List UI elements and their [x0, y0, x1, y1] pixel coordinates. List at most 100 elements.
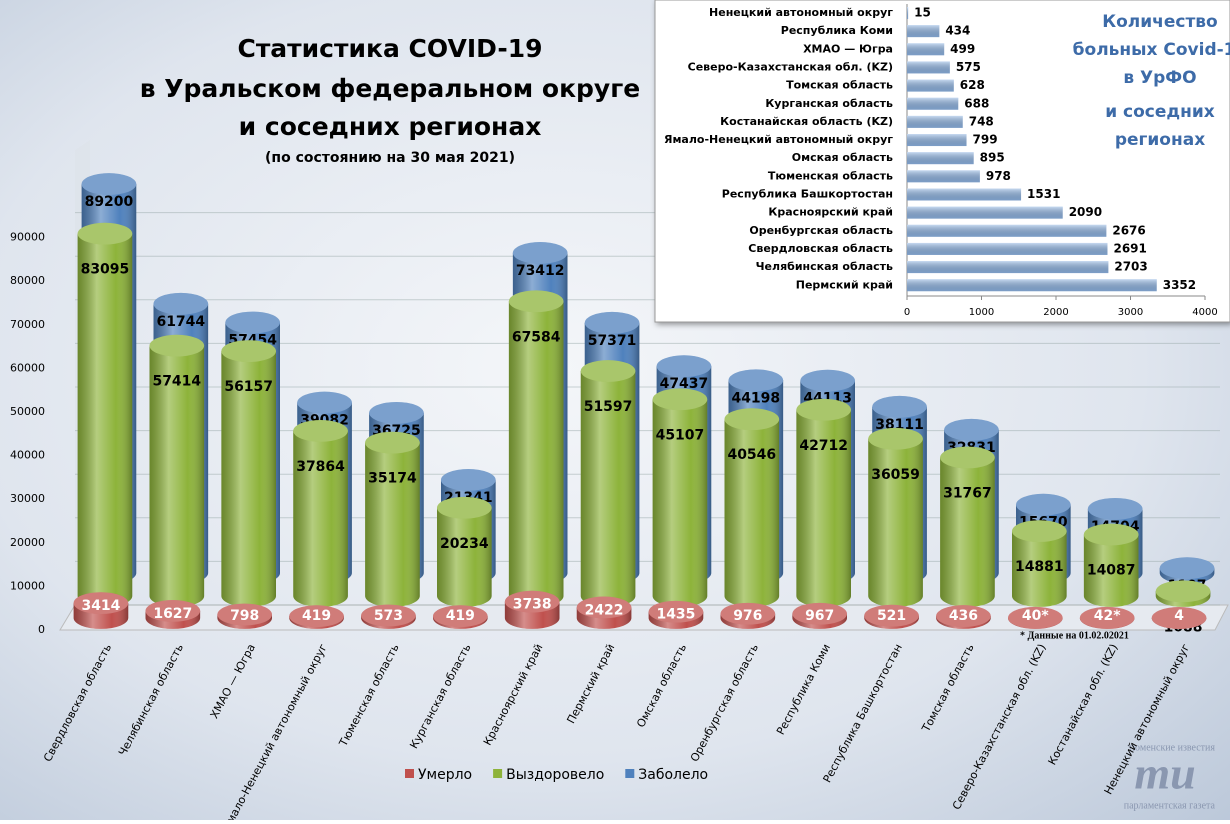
cylinder-shine [796, 409, 851, 607]
inset-title-line: в УрФО [1123, 68, 1196, 88]
y-tick-label: Северо-Казахстанская обл. (KZ) [688, 60, 893, 73]
cylinder-top [584, 311, 640, 334]
value-label: 40* [1022, 608, 1049, 624]
cylinder-top [724, 408, 780, 431]
cylinder-shine [1012, 531, 1067, 607]
floor [59, 604, 1229, 631]
value-label: 521 [877, 608, 906, 624]
cylinder-top [369, 401, 424, 424]
legend-swatch [493, 769, 503, 778]
y-tick-label: 20000 [10, 536, 45, 549]
cylinder [361, 604, 416, 629]
cylinder-top-shine [293, 419, 348, 442]
cylinder [580, 360, 636, 607]
cylinder-top [864, 604, 919, 627]
cylinder [796, 398, 851, 607]
cylinder-shine [724, 419, 780, 607]
cylinder [221, 340, 276, 607]
cylinder-top-shine [648, 600, 704, 623]
value-label: 436 [949, 608, 978, 624]
value-label: 434 [945, 24, 970, 38]
value-label: 35174 [368, 471, 417, 487]
cylinder [864, 604, 919, 629]
value-label: 573 [374, 608, 403, 624]
cylinder-top [800, 369, 855, 392]
value-label: 798 [230, 608, 259, 624]
cylinder-top-shine [584, 311, 640, 334]
cylinder-top [293, 419, 348, 442]
cylinder-top [81, 173, 137, 196]
cylinder-shine [940, 457, 995, 607]
value-label: 748 [969, 114, 994, 128]
value-label: 14881 [1015, 559, 1064, 575]
value-label: 419 [302, 608, 331, 624]
cylinder-top [433, 605, 488, 628]
bar-shine [907, 61, 950, 74]
bar-shine [907, 152, 974, 165]
cylinder [77, 222, 133, 607]
cylinder-top [576, 596, 632, 619]
y-tick-label: 80000 [10, 274, 45, 287]
cylinder [652, 388, 708, 607]
value-label: 20234 [440, 536, 489, 552]
cylinder [73, 592, 129, 629]
value-label: 4 [1174, 608, 1184, 624]
cylinder [1008, 606, 1063, 629]
cylinder-shine [365, 442, 420, 607]
cylinder-top-shine [145, 599, 201, 622]
cylinder-top-shine [81, 173, 137, 196]
cylinder-top-shine [868, 427, 923, 450]
value-label: 2703 [1114, 260, 1147, 274]
cylinder-top-shine [1159, 557, 1215, 580]
value-label: 1627 [153, 606, 192, 622]
cylinder-shine [868, 438, 923, 607]
cylinder-top-shine [225, 311, 280, 334]
bar-shine [907, 43, 945, 56]
cylinder-top-shine [576, 596, 632, 619]
value-label: 575 [956, 60, 981, 74]
value-label: 628 [960, 78, 985, 92]
value-label: 31767 [943, 485, 992, 501]
y-tick-label: Свердловская область [748, 242, 893, 255]
cylinder-top-shine [1083, 523, 1139, 546]
value-label: 1435 [656, 607, 695, 623]
x-tick-label: 1000 [969, 307, 994, 318]
cylinder [1159, 557, 1215, 584]
value-label: 57371 [588, 333, 637, 349]
logo-mark: ти [1134, 748, 1195, 799]
value-label: 40546 [727, 447, 776, 463]
cylinder-top [221, 340, 276, 363]
cylinder-top-shine [508, 290, 564, 313]
cylinder-top [792, 602, 847, 625]
cylinder-top [217, 603, 272, 626]
bar-shine [907, 7, 909, 19]
cylinder-top-shine [221, 340, 276, 363]
cylinder-top-shine [792, 602, 847, 625]
cylinder [217, 603, 272, 629]
legend-label: Выздоровело [506, 767, 604, 783]
bar-shine [907, 188, 1022, 201]
y-tick-label: Омская область [792, 151, 893, 164]
value-label: 67584 [512, 329, 561, 345]
cylinder-top-shine [289, 605, 344, 628]
cylinder-shine [508, 301, 564, 607]
cylinder-top [1087, 497, 1143, 520]
bar-shine [907, 242, 1108, 255]
bar-shine [907, 79, 954, 92]
cylinder-top [289, 605, 344, 628]
cylinder-top [512, 241, 568, 264]
value-label: 51597 [584, 399, 633, 415]
value-label: 2422 [585, 602, 624, 618]
cylinder-top-shine [580, 360, 636, 382]
cylinder [149, 334, 205, 607]
cylinder-top [504, 590, 560, 613]
cylinder-top [73, 592, 129, 615]
cylinder-shine [77, 233, 133, 607]
y-tick-label: 0 [38, 623, 45, 636]
cylinder-top [1159, 557, 1215, 580]
cylinder-top [944, 418, 999, 441]
legend-label: Умерло [418, 767, 472, 783]
y-tick-label: Тюменская область [768, 169, 893, 182]
cylinder-top [796, 398, 851, 421]
